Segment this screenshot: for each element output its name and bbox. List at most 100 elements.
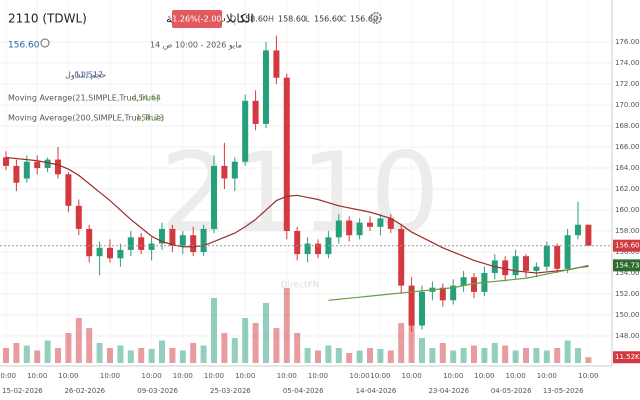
candle-body [96, 247, 103, 257]
volume-bar [117, 345, 124, 363]
volume-bar [159, 340, 165, 363]
x-tick-label: 10:00 [308, 372, 328, 380]
legend-ma21-name: Moving Average(21,SIMPLE,True,True) [8, 94, 159, 103]
x-date-label: 25-03-2026 [210, 387, 251, 395]
volume-bar [242, 318, 249, 363]
legend-ma200-value: 154.73 [136, 114, 164, 123]
y-tick-label: 154.00 [615, 269, 640, 277]
volume-bar [554, 348, 561, 363]
volume-bar [107, 348, 113, 363]
candle-body [283, 77, 290, 232]
candle-body [200, 228, 207, 253]
candle-body [86, 228, 93, 257]
candle-body [231, 161, 238, 179]
volume-bar [408, 303, 415, 363]
candle-body [346, 220, 353, 236]
volume-bar [23, 345, 30, 363]
volume-bar [377, 349, 384, 363]
candle-body [252, 100, 259, 124]
x-date-label: 14-04-2026 [356, 387, 397, 395]
volume-bar [294, 333, 301, 363]
x-tick-label: 10:00 [58, 372, 78, 380]
candle-body [512, 256, 519, 276]
candle-body [575, 224, 581, 236]
c-value: 156.60 [350, 15, 378, 24]
volume-bar [439, 343, 446, 363]
ma-price-label: 154.73 [615, 261, 640, 269]
volume-bar [3, 348, 9, 363]
gear[interactable] [370, 12, 382, 24]
o-label: O [230, 15, 236, 24]
candle-body [502, 260, 509, 276]
candle-body [169, 228, 176, 246]
volume-bar [502, 345, 509, 363]
y-tick-label: 152.00 [615, 290, 640, 298]
overlay: 2110 (TDWL) الكابلات السعودية -1.26%(-2.… [8, 10, 382, 123]
volume-bar [86, 328, 93, 363]
volume-bar [491, 343, 498, 363]
volume-bar [190, 343, 197, 363]
x-tick-label: 10:00 [100, 372, 120, 380]
volume-bar [273, 328, 280, 363]
candle-body [419, 291, 425, 326]
volume-bar [398, 323, 405, 363]
x-tick-label: 10:00 [173, 372, 193, 380]
x-tick-label: 10:00 [506, 372, 526, 380]
volume-bar [575, 348, 581, 363]
candle-body [543, 245, 550, 267]
volume-bar [169, 348, 176, 363]
volume-bar [148, 349, 155, 363]
candle-body [585, 224, 592, 246]
h-value: 158.60 [278, 15, 306, 24]
volume-bar [283, 288, 290, 363]
candle-body [356, 222, 363, 236]
clock-icon [40, 38, 50, 48]
y-tick-label: 150.00 [615, 311, 640, 319]
c-label: C [341, 15, 347, 24]
last-price: 156.60 [8, 41, 40, 51]
candle-body [65, 174, 72, 206]
volume-bar [512, 350, 519, 363]
candle-body [387, 218, 394, 229]
candle-body [304, 243, 311, 255]
candle-body [13, 165, 20, 183]
change: -1.26%(-2.00) [169, 15, 224, 24]
volume-bar [231, 338, 238, 363]
ma-price-box [613, 259, 640, 272]
volume-bar [450, 350, 457, 363]
l-label: L [305, 15, 310, 24]
x-tick-label: 10:00 [537, 372, 557, 380]
candle-body [107, 247, 113, 259]
x-tick-label: 10:00 [443, 372, 463, 380]
y-tick-label: 176.00 [615, 38, 640, 46]
volume-bar [543, 350, 550, 363]
volume-bar [419, 338, 425, 363]
volume-bar [179, 350, 186, 363]
candle-body [138, 237, 145, 250]
candle-body [148, 243, 155, 250]
candle-body [179, 235, 186, 246]
x-tick-label: 10:00 [204, 372, 224, 380]
candle-body [159, 228, 165, 244]
candle-body [439, 287, 446, 301]
volume-bar [429, 348, 436, 363]
moving-average-line [5, 156, 589, 274]
legend-volume-value: 11,517 [75, 71, 103, 80]
volume-bar [13, 343, 20, 363]
x-tick-label: 10:00 [474, 372, 494, 380]
candle-body [377, 218, 384, 227]
volume-box [613, 351, 640, 364]
plot [0, 35, 612, 363]
volume-label: 11.52K [615, 353, 640, 361]
settings-icon[interactable] [370, 12, 382, 24]
h-label: H [268, 15, 274, 24]
y-tick-label: 148.00 [615, 332, 640, 340]
candle-body [55, 159, 61, 175]
change-box [172, 10, 222, 28]
x-date-label: 13-05-2026 [543, 387, 584, 395]
candle-body [533, 266, 540, 271]
x-date-label: 23-04-2026 [428, 387, 469, 395]
candle-body [23, 161, 30, 179]
volume-bar [221, 333, 228, 363]
y-tick-label: 168.00 [615, 122, 640, 130]
